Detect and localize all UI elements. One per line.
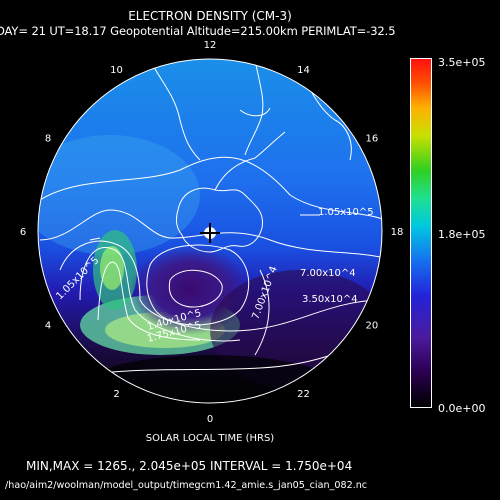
plot-title: ELECTRON DENSITY (CM-3) — [128, 9, 292, 23]
local-time-label: 16 — [366, 134, 379, 145]
local-time-label: 18 — [391, 227, 404, 238]
minmax-readout: MIN,MAX = 1265., 2.045e+05 INTERVAL = 1.… — [26, 459, 353, 473]
colorbar-mid-label: 1.8e+05 — [438, 228, 486, 241]
local-time-label: 22 — [297, 389, 310, 400]
plot-subtitle: DAY= 21 UT=18.17 Geopotential Altitude=2… — [0, 24, 396, 38]
local-time-label: 8 — [45, 134, 51, 145]
local-time-label: 20 — [366, 321, 379, 332]
density-field — [38, 59, 382, 403]
contour-label: 3.50x10^4 — [302, 294, 358, 305]
colorbar — [410, 58, 432, 408]
local-time-labels: 0 2 4 6 8 10 12 14 16 18 20 22 — [20, 40, 404, 425]
colorbar-max-label: 3.5e+05 — [438, 56, 486, 69]
local-time-label: 2 — [113, 389, 119, 400]
local-time-label: 6 — [20, 227, 26, 238]
contour-label: 1.05x10^5 — [318, 207, 374, 218]
pole-marker — [200, 223, 220, 243]
local-time-label: 0 — [207, 414, 213, 425]
colorbar-min-label: 0.0e+00 — [438, 402, 486, 415]
x-axis-label: SOLAR LOCAL TIME (HRS) — [145, 433, 275, 444]
contour-lines — [39, 156, 382, 381]
local-time-label: 14 — [297, 65, 310, 76]
local-time-label: 12 — [204, 40, 217, 51]
local-time-label: 4 — [45, 321, 51, 332]
map-boundary — [37, 58, 383, 404]
local-time-label: 10 — [110, 65, 123, 76]
contour-label: 7.00x10^4 — [300, 268, 356, 279]
file-path: /hao/aim2/woolman/model_output/timegcm1.… — [5, 480, 368, 491]
